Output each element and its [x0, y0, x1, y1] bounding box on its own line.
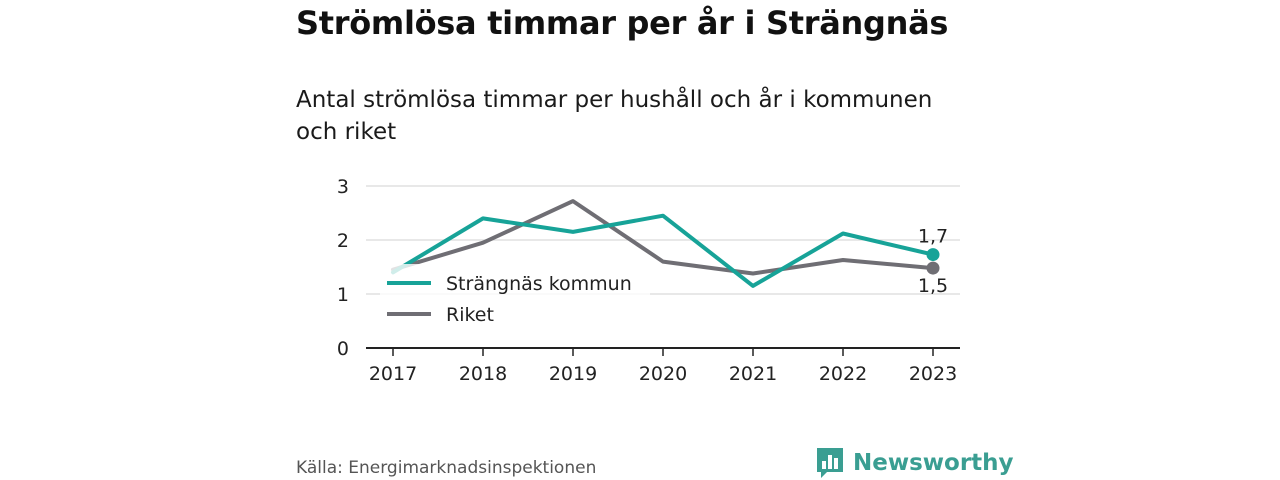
source-note: Källa: Energimarknadsinspektionen	[296, 458, 597, 478]
brand-logo: Newsworthy	[815, 446, 1014, 480]
legend-background	[380, 264, 650, 330]
y-tick-label: 0	[337, 338, 349, 360]
x-tick-label: 2023	[909, 363, 957, 385]
line-chart: 0 1 2 3 2017 2018 2019 2020 2021 2022 2023 Sträng…	[337, 176, 960, 385]
data-point-strangnas	[926, 248, 940, 262]
chart-title: Strömlösa timmar per år i Strängnäs	[296, 4, 949, 42]
chart-subtitle: Antal strömlösa timmar per hushåll och å…	[296, 87, 933, 145]
y-tick-labels: 0 1 2 3	[337, 176, 349, 360]
y-tick-label: 1	[337, 284, 349, 306]
y-tick-label: 2	[337, 230, 349, 252]
end-label-riket: 1,5	[918, 275, 948, 297]
x-tick-label: 2020	[639, 363, 687, 385]
x-tick-label: 2017	[369, 363, 417, 385]
x-tick-labels: 2017 2018 2019 2020 2021 2022 2023	[369, 363, 957, 385]
end-label-strangnas: 1,7	[918, 226, 948, 248]
bar-chart-speech-bubble-icon	[817, 448, 843, 478]
end-labels: 1,7 1,5	[918, 226, 948, 297]
y-tick-label: 3	[337, 176, 349, 198]
x-tick-label: 2022	[819, 363, 867, 385]
x-tick-label: 2021	[729, 363, 777, 385]
brand-name: Newsworthy	[853, 450, 1014, 476]
data-point-riket	[926, 261, 940, 275]
x-axis	[366, 347, 960, 356]
legend: Strängnäs kommun Riket	[380, 264, 650, 330]
legend-label-strangnas: Strängnäs kommun	[446, 273, 632, 295]
x-tick-label: 2018	[459, 363, 507, 385]
legend-label-riket: Riket	[446, 304, 494, 326]
x-tick-label: 2019	[549, 363, 597, 385]
series-lines	[391, 199, 940, 288]
